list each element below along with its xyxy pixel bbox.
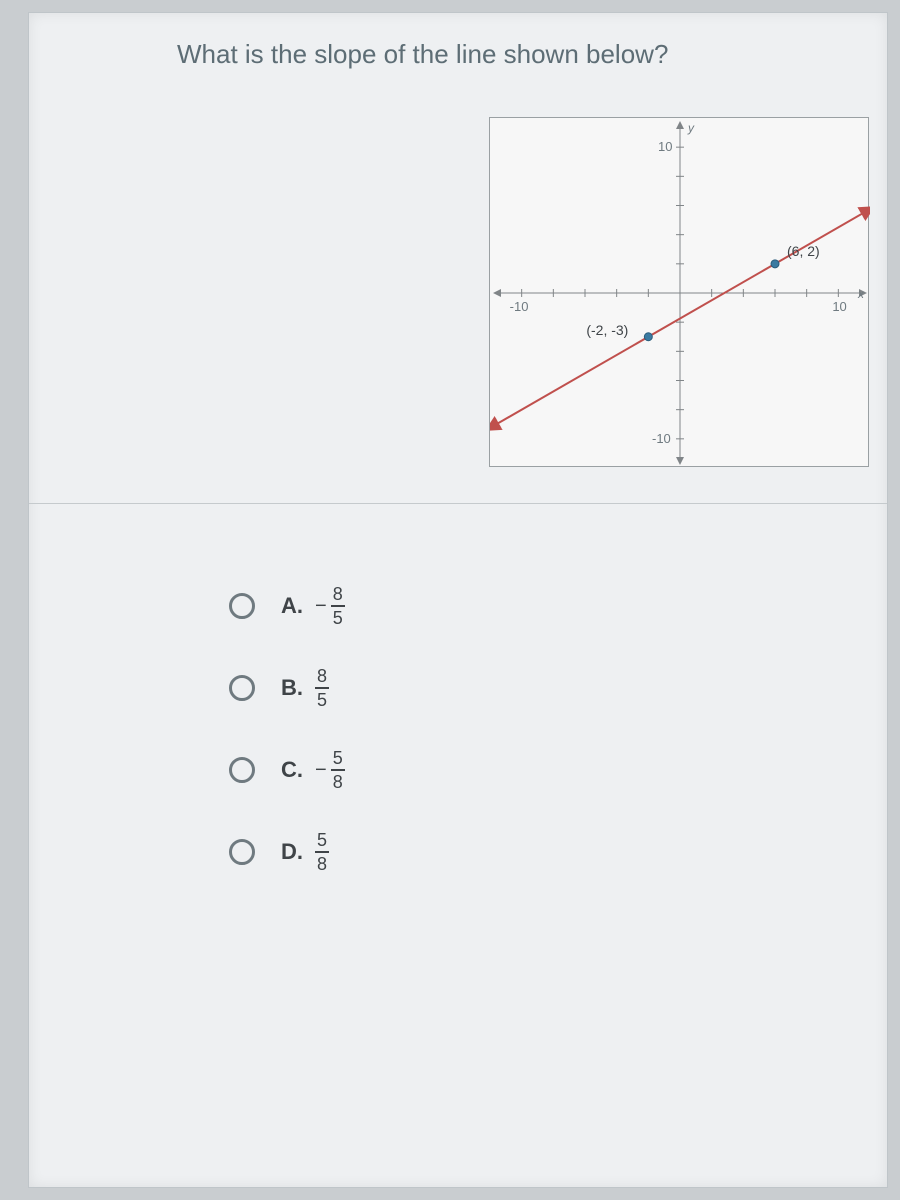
option-fraction: 58 <box>315 831 329 873</box>
option-letter: C. <box>281 757 303 783</box>
svg-text:(6, 2): (6, 2) <box>787 243 820 259</box>
option-fraction: 85 <box>315 667 329 709</box>
option-c[interactable]: C.−5 8 <box>229 749 345 791</box>
graph-panel: 10 -10 -10 10 x y (6, 2) (-2, -3) <box>489 117 869 467</box>
radio-icon[interactable] <box>229 757 255 783</box>
fraction-numerator: 8 <box>331 585 345 603</box>
fraction-bar <box>331 769 345 771</box>
option-letter: A. <box>281 593 303 619</box>
svg-text:(-2, -3): (-2, -3) <box>586 322 628 338</box>
svg-text:10: 10 <box>658 139 672 154</box>
question-text: What is the slope of the line shown belo… <box>29 39 887 70</box>
fraction-numerator: 8 <box>315 667 329 685</box>
option-letter: B. <box>281 675 303 701</box>
fraction-denominator: 8 <box>331 773 345 791</box>
section-divider <box>29 503 887 504</box>
option-letter: D. <box>281 839 303 865</box>
option-b[interactable]: B.85 <box>229 667 345 709</box>
fraction-denominator: 5 <box>315 691 329 709</box>
option-a[interactable]: A.−8 5 <box>229 585 345 627</box>
svg-text:-10: -10 <box>652 431 671 446</box>
option-fraction: −5 8 <box>315 749 345 791</box>
answer-options: A.−85B.85C.−58D.58 <box>229 585 345 913</box>
svg-text:-10: -10 <box>510 299 529 314</box>
radio-icon[interactable] <box>229 675 255 701</box>
negative-sign: − <box>315 759 327 782</box>
fraction-numerator: 5 <box>331 749 345 767</box>
fraction-denominator: 5 <box>331 609 345 627</box>
radio-icon[interactable] <box>229 839 255 865</box>
fraction-bar <box>315 851 329 853</box>
svg-text:10: 10 <box>832 299 846 314</box>
option-d[interactable]: D.58 <box>229 831 345 873</box>
svg-text:y: y <box>687 121 695 135</box>
svg-text:x: x <box>857 287 865 301</box>
slope-graph: 10 -10 -10 10 x y (6, 2) (-2, -3) <box>489 117 869 467</box>
fraction-bar <box>331 605 345 607</box>
negative-sign: − <box>315 595 327 618</box>
fraction-numerator: 5 <box>315 831 329 849</box>
quiz-page: What is the slope of the line shown belo… <box>28 12 888 1188</box>
fraction-bar <box>315 687 329 689</box>
graph-svg: 10 -10 -10 10 x y (6, 2) (-2, -3) <box>490 118 870 468</box>
fraction-denominator: 8 <box>315 855 329 873</box>
option-fraction: −8 5 <box>315 585 345 627</box>
radio-icon[interactable] <box>229 593 255 619</box>
